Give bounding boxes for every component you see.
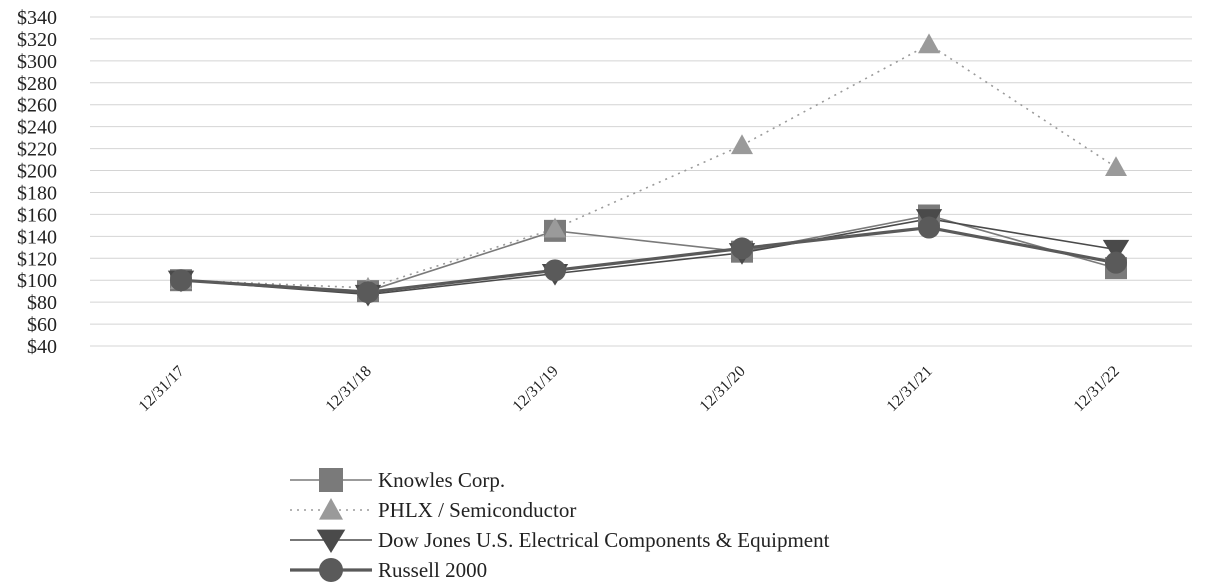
legend: Knowles Corp. PHLX / Semiconductor Dow Jon…: [290, 468, 830, 582]
data-point-1-5: [1105, 156, 1127, 177]
series-line-3: [180, 225, 1117, 294]
legend-marker-icon: [316, 529, 346, 553]
data-point-3-4: [918, 216, 940, 239]
y-tick-label: $220: [17, 139, 57, 161]
x-tick-label: 12/31/21: [884, 363, 936, 415]
series-lines: [180, 43, 1117, 296]
grid-lines: [90, 16, 1192, 347]
y-tick-label: $320: [17, 29, 57, 51]
series-line-2: [180, 217, 1117, 296]
legend-marker-icon: [319, 558, 343, 582]
y-tick-label: $200: [17, 161, 57, 183]
y-tick-label: $60: [27, 314, 57, 336]
data-point-1-4: [918, 33, 940, 54]
x-tick-label: 12/31/22: [1071, 363, 1123, 415]
data-point-1-2: [544, 217, 566, 238]
y-tick-label: $40: [27, 336, 57, 358]
legend-label: Russell 2000: [378, 558, 487, 582]
legend-label: Dow Jones U.S. Electrical Components & E…: [378, 528, 830, 552]
data-point-1-3: [731, 134, 753, 155]
data-point-3-0: [170, 269, 192, 292]
data-point-3-2: [544, 259, 566, 282]
x-tick-label: 12/31/19: [510, 363, 562, 415]
x-tick-label: 12/31/20: [697, 363, 749, 415]
legend-marker-icon: [319, 498, 343, 520]
series-markers: [167, 33, 1130, 307]
y-tick-label: $180: [17, 182, 57, 204]
y-tick-label: $260: [17, 95, 57, 117]
y-tick-label: $240: [17, 117, 57, 139]
x-axis-ticks: 12/31/17 12/31/18 12/31/19 12/31/20 12/31/21…: [136, 363, 1123, 415]
y-tick-label: $280: [17, 73, 57, 95]
x-tick-label: 12/31/18: [323, 363, 375, 415]
data-point-2-5: [1102, 239, 1130, 262]
x-tick-label: 12/31/17: [136, 363, 188, 415]
legend-marker-icon: [319, 468, 343, 492]
y-axis-ticks: $340$320$300$280$260$240$220$200$180$160…: [17, 7, 57, 358]
legend-label: Knowles Corp.: [378, 468, 505, 492]
y-tick-label: $160: [17, 204, 57, 226]
y-tick-label: $100: [17, 270, 57, 292]
data-point-3-5: [1105, 251, 1127, 274]
data-point-3-1: [357, 281, 379, 304]
y-tick-label: $80: [27, 292, 57, 314]
data-point-3-3: [731, 237, 753, 260]
legend-label: PHLX / Semiconductor: [378, 498, 576, 522]
y-tick-label: $120: [17, 248, 57, 270]
y-tick-label: $300: [17, 51, 57, 73]
series-line-1: [180, 43, 1117, 289]
y-tick-label: $340: [17, 7, 57, 29]
y-tick-label: $140: [17, 226, 57, 248]
